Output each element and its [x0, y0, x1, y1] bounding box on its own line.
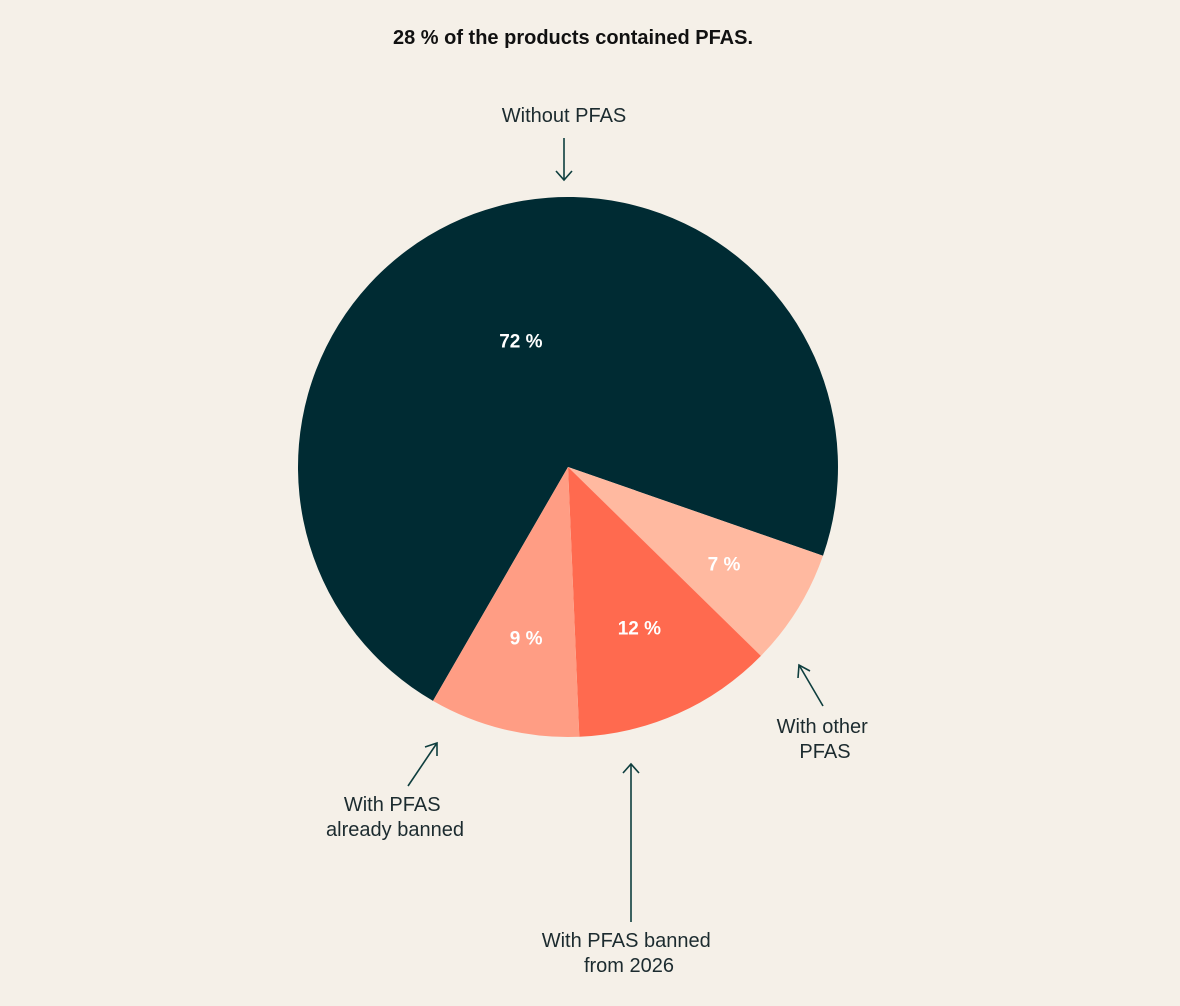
pie-slice-3: [433, 467, 580, 737]
pie-slice-0: [297, 197, 838, 701]
pie-slice-2: [568, 467, 761, 737]
pie-percent-label-1: 7 %: [708, 555, 741, 576]
arrow-with-other-pfas: [797, 663, 824, 707]
label-with-pfas-banned-2026: With PFAS banned from 2026: [542, 930, 717, 977]
label-without-pfas: Without PFAS: [502, 105, 627, 127]
pie-percent-labels: 72 % 7 % 12 % 9 %: [499, 332, 740, 650]
pie-slice-1: [568, 467, 823, 656]
pie-percent-label-3: 9 %: [510, 628, 543, 649]
pie-percent-label-2: 12 %: [618, 618, 661, 639]
pie-slices: [297, 197, 838, 737]
pie-percent-label-0: 72 %: [499, 332, 542, 353]
label-with-other-pfas: With other PFAS: [777, 716, 874, 763]
arrow-without-pfas: [555, 138, 573, 182]
chart-title: 28 % of the products contained PFAS.: [393, 27, 753, 49]
arrow-with-pfas-already-banned: [407, 741, 438, 787]
arrow-with-pfas-banned-2026: [622, 762, 640, 922]
label-with-pfas-already-banned: With PFAS already banned: [326, 794, 464, 841]
